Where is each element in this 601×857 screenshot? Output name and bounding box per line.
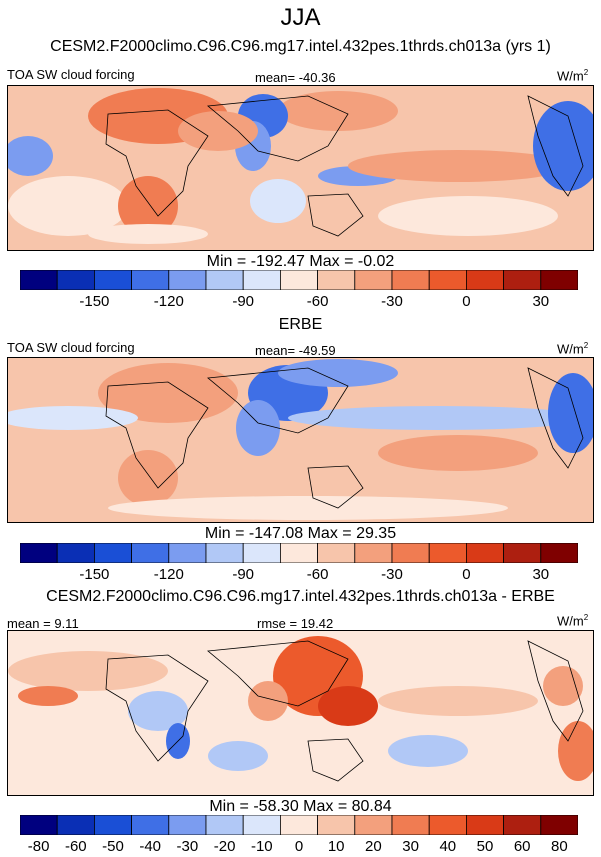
colorbar-box — [168, 815, 207, 835]
panel1-mean: mean= -40.36 — [255, 70, 336, 85]
panel3-tick: 80 — [551, 838, 568, 855]
colorbar-box — [428, 815, 467, 835]
panel3-tick: 60 — [513, 838, 531, 855]
colorbar-box — [279, 815, 318, 835]
panel3-mean: mean = 9.11 — [7, 616, 79, 631]
panel1-colorbar-ticks: -150 -120 -90 -60 -30 0 30 — [20, 293, 578, 311]
panel1-tick: -30 — [381, 293, 403, 310]
colorbar-box — [354, 815, 393, 835]
colorbar-box — [279, 270, 318, 290]
colorbar-box — [465, 543, 504, 563]
panel1-tick: -60 — [306, 293, 329, 310]
panel1-tick: -150 — [79, 293, 110, 310]
panel2-tick: -30 — [381, 566, 403, 583]
colorbar-box — [168, 270, 207, 290]
colorbar-box — [131, 815, 170, 835]
colorbar-box — [20, 270, 58, 290]
colorbar-box — [354, 270, 393, 290]
panel2-tick: 0 — [462, 566, 471, 583]
panel1-tick: -90 — [232, 293, 255, 310]
colorbar-box — [317, 815, 356, 835]
panel3-tick: -80 — [27, 838, 50, 855]
colorbar-box — [503, 543, 542, 563]
panel2-colorbar — [20, 543, 578, 563]
colorbar-box — [242, 543, 281, 563]
panel2-tick: -120 — [153, 566, 184, 583]
colorbar-box — [242, 270, 281, 290]
colorbar-box — [205, 815, 244, 835]
colorbar-box — [465, 815, 504, 835]
colorbar-box — [20, 815, 58, 835]
panel1-tick: 30 — [532, 293, 550, 310]
panel3-tick: -30 — [176, 838, 199, 855]
colorbar-box — [540, 815, 578, 835]
colorbar-box — [317, 270, 356, 290]
panel1-left-label: TOA SW cloud forcing — [7, 67, 135, 82]
colorbar-box — [317, 543, 356, 563]
panel3-tick: 40 — [439, 838, 457, 855]
colorbar-box — [391, 270, 430, 290]
colorbar-box — [428, 270, 467, 290]
panel3-tick: -60 — [64, 838, 87, 855]
figure-title: JJA — [280, 4, 321, 31]
panel3-tick: -20 — [213, 838, 236, 855]
panel3-stats: Min = -58.30 Max = 80.84 — [209, 798, 392, 815]
panel3-tick: -40 — [139, 838, 162, 855]
panel1-tick: 0 — [462, 293, 471, 310]
colorbar-box — [503, 815, 542, 835]
panel3-map — [7, 630, 594, 796]
colorbar-box — [503, 270, 542, 290]
colorbar-box — [94, 815, 133, 835]
panel3-colorbar — [20, 815, 578, 835]
colorbar-box — [131, 270, 170, 290]
panel3-tick: 20 — [365, 838, 382, 855]
panel2-tick: -60 — [306, 566, 329, 583]
panel2-tick: -150 — [79, 566, 110, 583]
colorbar-box — [354, 543, 393, 563]
colorbar-box — [94, 270, 133, 290]
colorbar-box — [56, 270, 95, 290]
colorbar-box — [131, 543, 170, 563]
panel3-tick: -10 — [250, 838, 273, 855]
panel3-subtitle: CESM2.F2000climo.C96.C96.mg17.intel.432p… — [46, 588, 555, 605]
panel3-tick: 30 — [402, 838, 419, 855]
panel2-colorbar-ticks: -150 -120 -90 -60 -30 0 30 — [20, 566, 578, 584]
panel2-mean: mean= -49.59 — [255, 343, 336, 358]
colorbar-box — [56, 815, 95, 835]
panel3-tick: 50 — [476, 838, 494, 855]
panel2-tick: 30 — [532, 566, 550, 583]
panel2-tick: -90 — [232, 566, 255, 583]
panel3-tick: -50 — [102, 838, 124, 855]
panel1-subtitle: CESM2.F2000climo.C96.C96.mg17.intel.432p… — [50, 38, 551, 55]
colorbar-box — [540, 543, 578, 563]
colorbar-box — [242, 815, 281, 835]
colorbar-box — [465, 270, 504, 290]
panel3-colorbar-ticks: -80 -60 -50 -40 -30 -20 -10 0 10 20 30 4… — [20, 838, 578, 856]
panel2-left-label: TOA SW cloud forcing — [7, 340, 135, 355]
panel1-map — [7, 85, 594, 251]
panel3-tick: 0 — [294, 838, 304, 855]
panel2-units: W/m2 — [557, 341, 589, 357]
colorbar-box — [428, 543, 467, 563]
panel3-tick: 10 — [327, 838, 345, 855]
panel1-colorbar — [20, 270, 578, 290]
colorbar-box — [279, 543, 318, 563]
colorbar-box — [205, 543, 244, 563]
panel1-tick: -120 — [153, 293, 184, 310]
colorbar-box — [94, 543, 133, 563]
colorbar-box — [20, 543, 58, 563]
colorbar-box — [205, 270, 244, 290]
panel1-stats: Min = -192.47 Max = -0.02 — [206, 253, 395, 270]
panel2-map — [7, 357, 594, 523]
panel1-units: W/m2 — [557, 68, 589, 84]
colorbar-box — [391, 543, 430, 563]
panel2-stats: Min = -147.08 Max = 29.35 — [204, 525, 397, 542]
colorbar-box — [391, 815, 430, 835]
panel3-rmse: rmse = 19.42 — [257, 616, 334, 631]
panel2-subtitle: ERBE — [278, 316, 323, 333]
colorbar-box — [540, 270, 578, 290]
colorbar-box — [168, 543, 207, 563]
panel3-units: W/m2 — [557, 613, 589, 629]
colorbar-box — [56, 543, 95, 563]
